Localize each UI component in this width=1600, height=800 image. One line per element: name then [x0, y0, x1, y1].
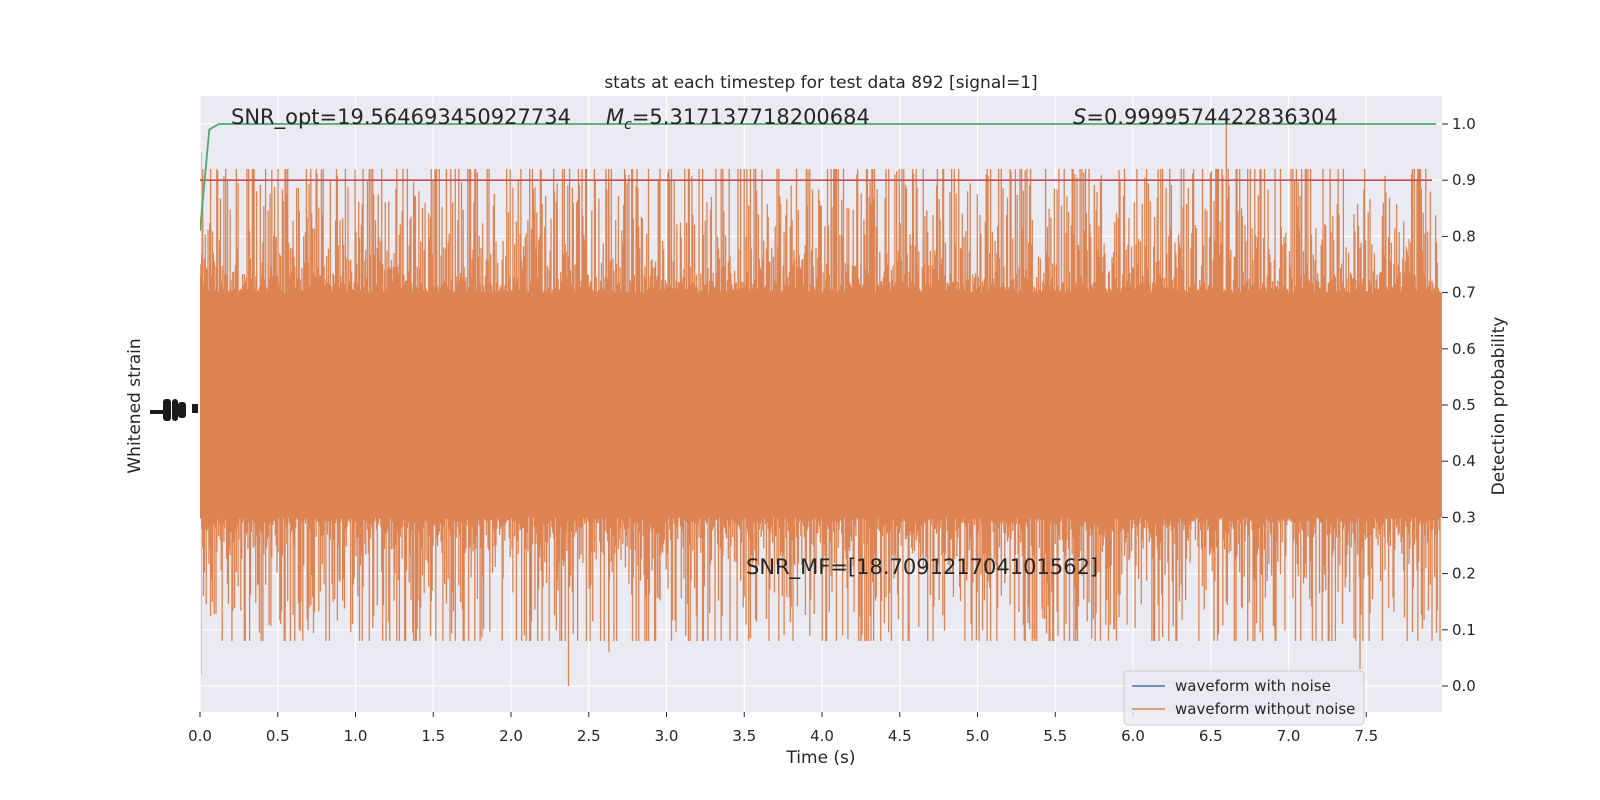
x-tick-label: 2.0	[499, 727, 523, 745]
x-tick-label: 5.5	[1043, 727, 1067, 745]
y-right-tick-label: 0.9	[1452, 171, 1476, 189]
left-axis-tick-clutter	[150, 399, 198, 421]
x-tick-label: 6.5	[1199, 727, 1223, 745]
x-axis: 0.0 0.5 1.0 1.5 2.0 2.5 3.0 3.5 4.0 4.5 5.0 5.5 6.0 6…	[188, 712, 1378, 745]
legend: waveform with noise waveform without noi…	[1123, 670, 1365, 726]
score-annotation: S=0.9999574422836304	[1073, 105, 1338, 129]
x-tick-label: 7.0	[1277, 727, 1301, 745]
y-right-tick-label: 0.0	[1452, 677, 1476, 695]
x-tick-label: 4.0	[810, 727, 834, 745]
legend-label-with-noise: waveform with noise	[1175, 677, 1331, 695]
x-tick-label: 1.0	[344, 727, 368, 745]
x-tick-label: 1.5	[421, 727, 445, 745]
y-right-tick-label: 0.4	[1452, 452, 1476, 470]
x-tick-label: 5.0	[966, 727, 990, 745]
y-right-tick-label: 0.7	[1452, 284, 1476, 302]
x-axis-label: Time (s)	[785, 748, 855, 768]
y-right-tick-label: 0.8	[1452, 227, 1476, 245]
legend-label-without-noise: waveform without noise	[1175, 700, 1355, 718]
chirp-mass-symbol: M	[606, 105, 624, 129]
waveform-without-noise-line	[200, 124, 1441, 686]
x-tick-label: 0.0	[188, 727, 212, 745]
y-right-tick-label: 0.6	[1452, 340, 1476, 358]
chirp-mass-annotation: Mc=5.317137718200684	[606, 105, 870, 133]
x-tick-label: 0.5	[266, 727, 290, 745]
y-axis-right-label: Detection probability	[1489, 317, 1509, 496]
x-tick-label: 4.5	[888, 727, 912, 745]
detection-probability-line	[200, 123, 1437, 231]
snr-opt-annotation: SNR_opt=19.564693450927734	[231, 105, 571, 130]
x-tick-label: 7.5	[1354, 727, 1378, 745]
score-value: =0.9999574422836304	[1086, 105, 1337, 129]
y-right-tick-label: 0.2	[1452, 565, 1476, 583]
snr-mf-annotation: SNR_MF=[18.709121704101562]	[746, 555, 1098, 580]
y-right-tick-label: 0.3	[1452, 508, 1476, 526]
chirp-mass-value: =5.317137718200684	[632, 105, 870, 129]
x-tick-label: 3.0	[655, 727, 679, 745]
y-axis-right: 0.0 0.1 0.2 0.3 0.4 0.5 0.6 0.7 0.8 0.9 1.0	[1442, 115, 1476, 695]
y-right-tick-label: 0.5	[1452, 396, 1476, 414]
y-right-tick-label: 1.0	[1452, 115, 1476, 133]
chart-title: stats at each timestep for test data 892…	[604, 73, 1037, 93]
x-tick-label: 3.5	[732, 727, 756, 745]
score-symbol: S	[1073, 105, 1086, 129]
series-layer	[200, 123, 1442, 686]
y-right-tick-label: 0.1	[1452, 621, 1476, 639]
x-tick-label: 2.5	[577, 727, 601, 745]
chirp-mass-subscript: c	[624, 117, 632, 133]
y-axis-left-label: Whitened strain	[125, 338, 145, 473]
legend-box	[1123, 670, 1365, 726]
x-tick-label: 6.0	[1121, 727, 1145, 745]
